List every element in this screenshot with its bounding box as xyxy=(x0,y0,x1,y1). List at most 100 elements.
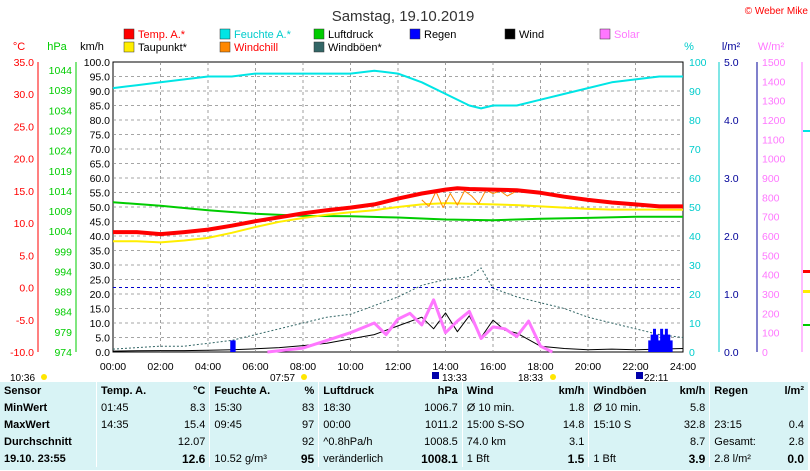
wind-tick-17: 15.0 xyxy=(90,304,111,316)
rain-bar-10 xyxy=(667,334,671,352)
header-cell: km/h xyxy=(679,384,706,397)
table-header-row: Sensor Temp. A. °C Feuchte A. % Luftdruc… xyxy=(0,382,808,399)
table-cell: 1.8 xyxy=(569,401,585,414)
table-cell: Gesamt: xyxy=(709,433,774,450)
legend-label-8: Windböen* xyxy=(328,42,383,54)
header-cell: % xyxy=(304,384,315,397)
x-tick-2: 04:00 xyxy=(195,361,221,373)
table-cell: 12.6 xyxy=(182,451,206,466)
x-tick-5: 10:00 xyxy=(337,361,363,373)
header-cell: hPa xyxy=(437,384,458,397)
pressure-tick-2: 1034 xyxy=(49,105,73,117)
humidity-tick-3: 70 xyxy=(689,144,701,156)
wind-tick-15: 25.0 xyxy=(90,275,111,287)
table-cell xyxy=(95,450,165,467)
table-cell: 95 xyxy=(300,451,315,466)
legend-swatch-7 xyxy=(219,41,231,53)
legend-label-4: Wind xyxy=(519,29,544,41)
temp-tick-3: 20.0 xyxy=(14,154,35,166)
sunrise-icon xyxy=(301,374,307,380)
wind-tick-1: 95.0 xyxy=(90,72,111,84)
rain-bar-0 xyxy=(230,340,234,352)
sunset-icon xyxy=(550,374,556,380)
wind-tick-2: 90.0 xyxy=(90,86,111,98)
wind-tick-16: 20.0 xyxy=(90,289,111,301)
pressure-tick-4: 1024 xyxy=(49,146,73,158)
header-cell: km/h xyxy=(558,384,585,397)
legend-swatch-8 xyxy=(313,41,325,53)
wind-tick-7: 65.0 xyxy=(90,159,111,171)
header-cell: Temp. A. xyxy=(95,382,165,399)
table-cell: veränderlich xyxy=(318,450,406,467)
solar-tick-7: 800 xyxy=(762,192,780,204)
table-cell: 83 xyxy=(301,401,315,414)
solar-tick-15: 0 xyxy=(762,347,768,359)
wind-tick-20: 0.0 xyxy=(95,347,110,359)
chart-title: Samstag, 19.10.2019 xyxy=(332,8,475,25)
legend-swatch-5 xyxy=(599,28,611,40)
wind-tick-10: 50.0 xyxy=(90,202,111,214)
x-tick-11: 22:00 xyxy=(622,361,648,373)
humidity-tick-2: 80 xyxy=(689,115,701,127)
table-cell: 18:30 xyxy=(318,399,406,416)
table-cell: 3.1 xyxy=(569,435,585,448)
x-tick-9: 18:00 xyxy=(527,361,553,373)
temp-tick-4: 15.0 xyxy=(14,186,35,198)
solar-tick-4: 1100 xyxy=(762,134,785,146)
time-label-1: 10:36 xyxy=(10,373,35,382)
pressure-tick-1: 1039 xyxy=(49,85,73,97)
table-cell: 14:35 xyxy=(95,416,165,433)
table-cell: 1008.5 xyxy=(424,435,458,448)
rain-bar-1 xyxy=(232,340,236,352)
solar-tick-1: 1400 xyxy=(762,76,786,88)
table-cell: 15:30 xyxy=(209,399,292,416)
wind-tick-3: 85.0 xyxy=(90,101,111,113)
wind-tick-19: 5.0 xyxy=(95,333,110,345)
humidity-tick-7: 30 xyxy=(689,260,701,272)
table-cell: 1006.7 xyxy=(424,401,458,414)
header-cell: Luftdruck xyxy=(318,382,406,399)
legend-swatch-4 xyxy=(504,28,516,40)
axis-ticks: 35.0 30.0 25.0 20.0 15.0 10.0 5.0 0.0 -5.0 -10.0 1… xyxy=(10,57,803,373)
table-cell: 0.0 xyxy=(787,451,804,466)
legend-label-0: Temp. A.* xyxy=(138,29,186,41)
wind-tick-18: 10.0 xyxy=(90,318,111,330)
header-cell: °C xyxy=(193,384,206,397)
edge-marker-temp xyxy=(803,270,810,273)
rain-bar-4 xyxy=(653,328,656,352)
legend-label-7: Windchill xyxy=(234,42,278,54)
humidity-unit-label: % xyxy=(684,41,694,53)
table-cell: 3.9 xyxy=(688,451,706,466)
rain-bar-2 xyxy=(648,340,652,352)
humidity-tick-5: 50 xyxy=(689,202,701,214)
pressure-tick-13: 979 xyxy=(54,327,72,339)
wind-tick-11: 45.0 xyxy=(90,217,111,229)
table-cell: ^0.8hPa/h xyxy=(318,433,406,450)
table-cell: 74.0 km xyxy=(461,433,546,450)
series-line-windb-en xyxy=(112,267,684,350)
solar-tick-5: 1000 xyxy=(762,154,786,166)
pressure-tick-3: 1029 xyxy=(49,125,73,137)
table-cell: 1011.2 xyxy=(424,418,458,431)
wind-tick-0: 100.0 xyxy=(84,57,110,69)
temp-tick-7: 0.0 xyxy=(19,283,34,295)
edge-marker-humidity xyxy=(803,130,810,132)
humidity-tick-10: 0 xyxy=(689,347,695,359)
pressure-tick-5: 1019 xyxy=(49,166,73,178)
wind-tick-13: 35.0 xyxy=(90,246,111,258)
header-cell: Feuchte A. xyxy=(209,382,292,399)
wind-tick-5: 75.0 xyxy=(90,130,111,142)
summary-table: Sensor Temp. A. °C Feuchte A. % Luftdruc… xyxy=(0,382,808,467)
x-tick-12: 24:00 xyxy=(670,361,696,373)
legend-label-3: Regen xyxy=(424,29,456,41)
table-cell: 2.8 xyxy=(788,435,804,448)
wind-tick-6: 70.0 xyxy=(90,144,111,156)
series-line-luftdruck xyxy=(112,201,683,222)
rain-bar-6 xyxy=(657,340,661,352)
table-cell: 01:45 xyxy=(95,399,165,416)
table-cell: 00:00 xyxy=(318,416,406,433)
header-cell: l/m² xyxy=(784,384,804,397)
rain-bar-11 xyxy=(669,340,673,352)
time-marker-icon-2 xyxy=(636,372,643,379)
table-cell: 1.5 xyxy=(567,451,585,466)
